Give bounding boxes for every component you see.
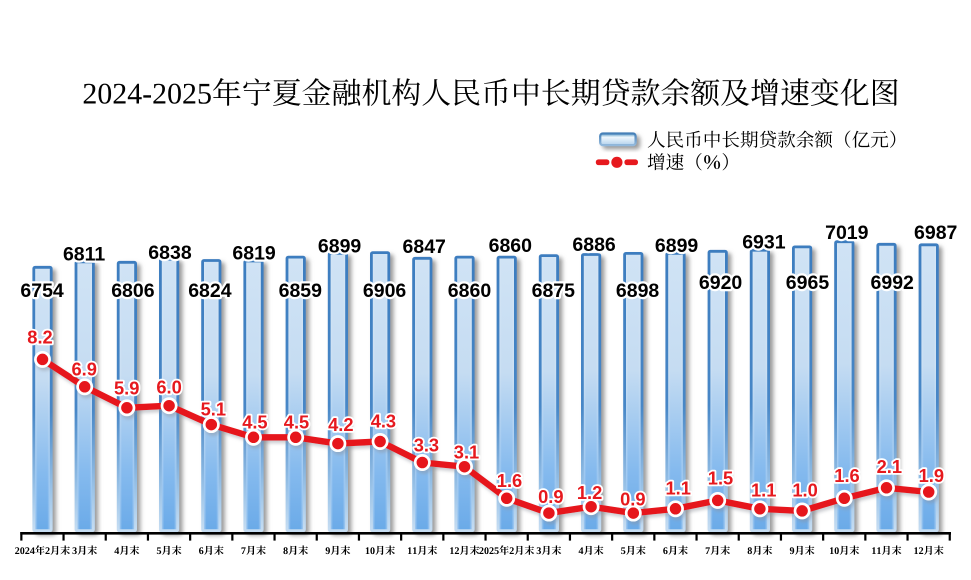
svg-text:1.9: 1.9 bbox=[919, 465, 944, 486]
svg-text:7019: 7019 bbox=[825, 222, 869, 244]
svg-text:1.1: 1.1 bbox=[665, 478, 690, 499]
svg-text:6992: 6992 bbox=[871, 272, 915, 294]
svg-text:6875: 6875 bbox=[532, 280, 576, 302]
svg-text:1.5: 1.5 bbox=[708, 468, 733, 489]
svg-text:6.0: 6.0 bbox=[156, 377, 181, 398]
svg-text:5.1: 5.1 bbox=[201, 399, 226, 420]
svg-text:6860: 6860 bbox=[448, 280, 492, 302]
svg-text:8.2: 8.2 bbox=[27, 327, 52, 348]
svg-text:4.5: 4.5 bbox=[284, 412, 309, 433]
svg-text:6965: 6965 bbox=[786, 272, 830, 294]
svg-text:6931: 6931 bbox=[742, 232, 786, 254]
svg-text:6987: 6987 bbox=[914, 222, 957, 244]
svg-text:6859: 6859 bbox=[279, 280, 323, 302]
svg-text:5.9: 5.9 bbox=[114, 378, 139, 399]
svg-text:6847: 6847 bbox=[403, 236, 446, 258]
svg-text:6811: 6811 bbox=[63, 244, 105, 266]
svg-text:6906: 6906 bbox=[363, 280, 407, 302]
svg-text:6806: 6806 bbox=[111, 280, 155, 302]
svg-text:3.1: 3.1 bbox=[454, 441, 479, 462]
svg-text:6860: 6860 bbox=[489, 235, 533, 257]
svg-text:0.9: 0.9 bbox=[538, 486, 563, 507]
svg-text:1.2: 1.2 bbox=[577, 482, 602, 503]
svg-text:1.6: 1.6 bbox=[834, 465, 859, 486]
svg-text:3.3: 3.3 bbox=[414, 435, 439, 456]
svg-text:4.3: 4.3 bbox=[371, 411, 396, 432]
svg-text:4.2: 4.2 bbox=[328, 414, 353, 435]
svg-text:1.6: 1.6 bbox=[497, 470, 522, 491]
svg-text:6898: 6898 bbox=[616, 280, 660, 302]
svg-text:4.5: 4.5 bbox=[242, 412, 267, 433]
svg-text:1.0: 1.0 bbox=[792, 480, 817, 501]
svg-text:6920: 6920 bbox=[699, 272, 743, 294]
svg-text:6754: 6754 bbox=[20, 280, 64, 302]
svg-text:6838: 6838 bbox=[148, 242, 192, 264]
svg-text:0.9: 0.9 bbox=[620, 489, 645, 510]
svg-text:6824: 6824 bbox=[188, 280, 232, 302]
svg-text:6899: 6899 bbox=[318, 236, 362, 258]
svg-text:2.1: 2.1 bbox=[877, 456, 902, 477]
svg-text:6899: 6899 bbox=[655, 235, 699, 257]
svg-text:6886: 6886 bbox=[572, 234, 616, 256]
svg-text:6819: 6819 bbox=[232, 242, 276, 264]
svg-text:6.9: 6.9 bbox=[71, 359, 96, 380]
svg-text:1.1: 1.1 bbox=[751, 479, 776, 500]
